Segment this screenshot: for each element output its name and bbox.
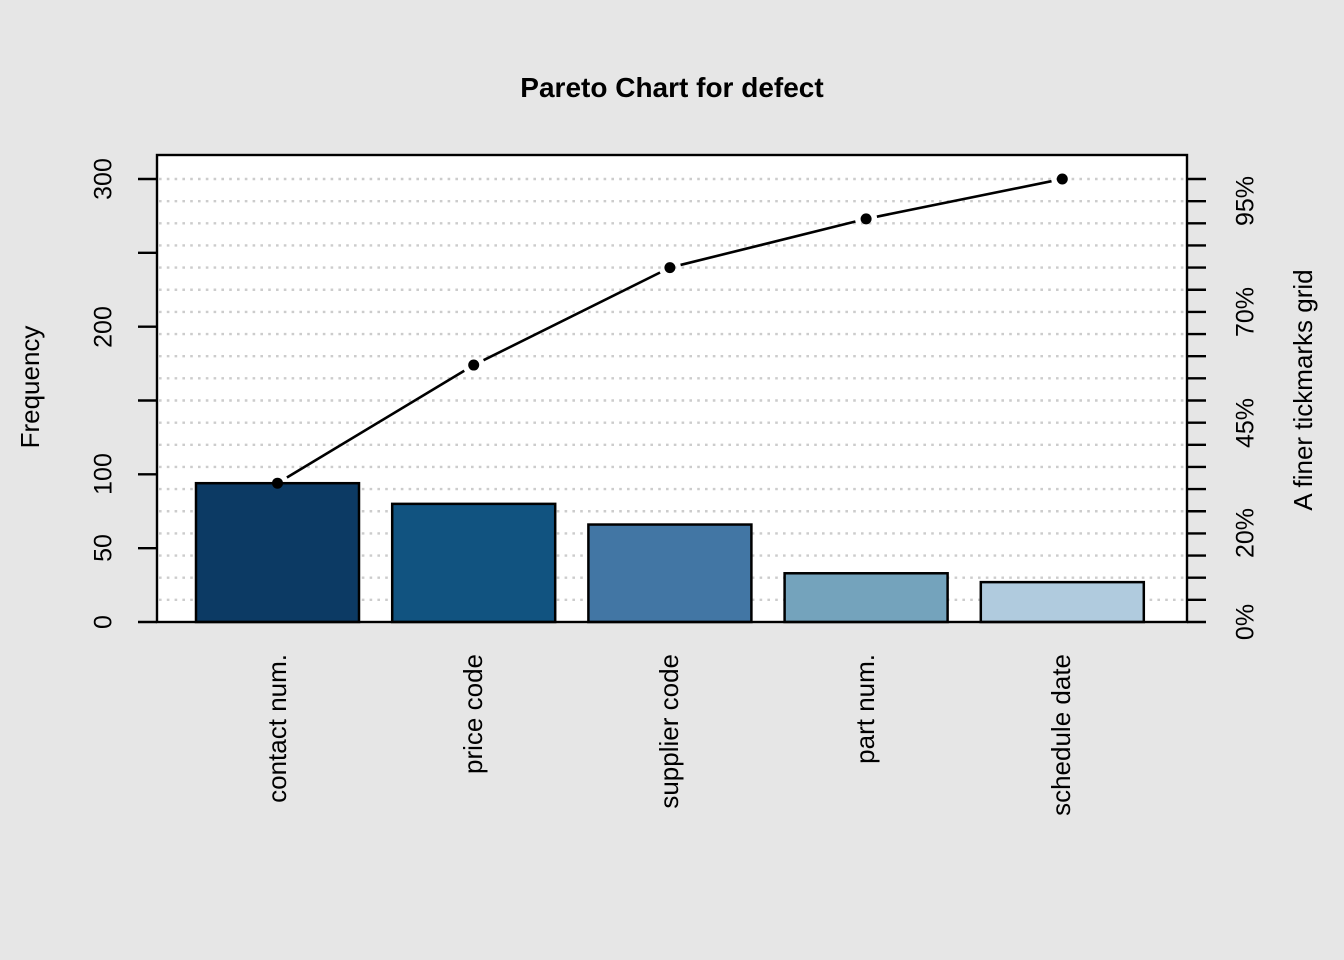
left-axis-title: Frequency [15, 325, 45, 449]
cumulative-line-segment [680, 220, 856, 267]
bar-supplier-code [587, 523, 753, 624]
right-axis-tick-label: 70% [1231, 286, 1260, 337]
bar-contact-num [194, 481, 361, 624]
right-axis-tick-label: 20% [1231, 508, 1260, 559]
bar-schedule-date [979, 580, 1146, 624]
cumulative-point [664, 262, 676, 274]
x-category-label-text: schedule date [1046, 654, 1077, 816]
right-axis-tick-label: 0% [1231, 603, 1260, 641]
bar-part-num [783, 572, 949, 624]
right-axis-tick-label: 45% [1231, 397, 1260, 448]
cumulative-line-segment [876, 179, 1052, 218]
right-axis-title: A finer tickmarks grid [1288, 269, 1318, 511]
x-category-label-text: price code [457, 654, 488, 774]
plot-border [155, 153, 1189, 624]
x-category-label-text: supplier code [653, 654, 684, 809]
left-axis-tick-label: 0 [89, 615, 118, 629]
chart-title: Pareto Chart for defect [520, 72, 824, 103]
left-axis-tick-label: 200 [89, 305, 118, 348]
cumulative-line-segment [286, 369, 465, 479]
cumulative-point [1056, 173, 1068, 185]
x-category-label-text: contact num. [261, 654, 292, 803]
left-axis-tick-label: 100 [89, 453, 118, 496]
bar-price-code [390, 502, 557, 624]
cumulative-line-segment [482, 271, 661, 362]
left-axis-tick-label: 50 [89, 534, 118, 563]
cumulative-point [468, 359, 480, 371]
right-axis-tick-label: 95% [1231, 176, 1260, 227]
left-axis-tick-label: 300 [89, 158, 118, 200]
cumulative-point [860, 213, 872, 225]
x-category-label-text: part num. [850, 654, 881, 764]
cumulative-point [272, 477, 283, 489]
